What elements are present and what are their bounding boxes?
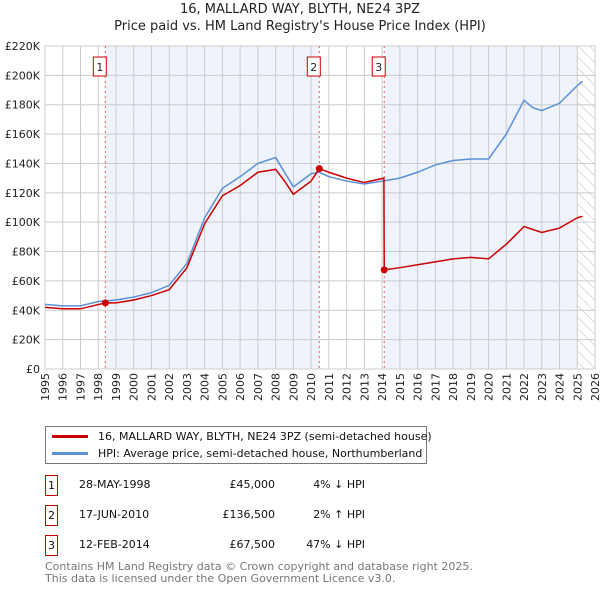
chart-subtitle: Price paid vs. HM Land Registry's House … — [114, 19, 486, 34]
x-tick-label: 2010 — [305, 373, 318, 401]
red-line-swatch — [52, 434, 88, 438]
x-tick-label: 2019 — [465, 373, 478, 401]
x-tick-label: 2024 — [554, 373, 567, 401]
shaded-region — [384, 46, 578, 369]
x-tick-label: 2006 — [234, 373, 247, 401]
x-tick-label: 2023 — [536, 373, 549, 401]
footer-line: This data is licensed under the Open Gov… — [45, 572, 396, 585]
x-tick-label: 1999 — [110, 373, 123, 401]
marker-badge — [371, 56, 386, 77]
y-tick-label: £140K — [5, 157, 41, 170]
y-tick-label: £40K — [12, 304, 41, 317]
marker-badge — [306, 56, 321, 77]
x-tick-label: 2022 — [518, 373, 531, 401]
transaction-price: £136,500 — [222, 508, 276, 521]
shaded-region — [105, 46, 320, 369]
y-tick-label: £0 — [26, 363, 40, 376]
transaction-date: 28-MAY-1998 — [79, 478, 151, 491]
chart-title: 16, MALLARD WAY, BLYTH, NE24 3PZ — [180, 2, 420, 17]
y-tick-label: £20K — [12, 334, 41, 347]
x-tick-label: 2020 — [483, 373, 496, 401]
marker-badge — [92, 56, 107, 77]
legend-item-price: 16, MALLARD WAY, BLYTH, NE24 3PZ (semi-d… — [52, 428, 432, 444]
legend: 16, MALLARD WAY, BLYTH, NE24 3PZ (semi-d… — [45, 426, 432, 464]
x-tick-label: 2013 — [358, 373, 371, 401]
transaction-price: £67,500 — [229, 538, 276, 551]
x-tick-label: 2018 — [447, 373, 460, 401]
x-tick-label: 2017 — [429, 373, 442, 401]
x-tick-label: 2002 — [163, 373, 176, 401]
x-tick-label: 2015 — [394, 373, 407, 401]
x-tick-label: 2014 — [376, 373, 389, 401]
x-tick-label: 2001 — [145, 373, 158, 401]
y-tick-label: £100K — [5, 216, 41, 229]
y-tick-label: £200K — [5, 69, 41, 82]
x-tick-label: 2004 — [199, 373, 212, 401]
transaction-row: 1 28-MAY-1998 £45,000 4% ↓ HPI — [45, 475, 385, 496]
transaction-row: 3 12-FEB-2014 £67,500 47% ↓ HPI — [45, 535, 385, 556]
footer-line: Contains HM Land Registry data © Crown c… — [45, 560, 473, 573]
y-tick-label: £120K — [5, 187, 41, 200]
sale-point — [315, 165, 323, 173]
y-tick-label: £60K — [12, 275, 41, 288]
y-tick-label: £220K — [5, 40, 41, 53]
x-tick-label: 1998 — [92, 373, 105, 401]
transaction-row: 2 17-JUN-2010 £136,500 2% ↑ HPI — [45, 505, 385, 526]
y-tick-label: £180K — [5, 99, 41, 112]
x-tick-label: 1996 — [57, 373, 70, 401]
price-paid-line — [44, 167, 583, 310]
marker-label: 1 — [96, 61, 103, 74]
transaction-date: 17-JUN-2010 — [79, 508, 150, 521]
footer: Contains HM Land Registry data © Crown c… — [45, 561, 473, 585]
forecast-hatch — [577, 46, 595, 369]
sale-point — [101, 299, 109, 307]
sale-point — [380, 266, 388, 274]
x-tick-label: 2005 — [216, 373, 229, 401]
transaction-number-badge: 1 — [45, 475, 58, 496]
x-tick-label: 2009 — [287, 373, 300, 401]
marker-label: 3 — [375, 61, 382, 74]
transaction-price: £45,000 — [229, 478, 276, 491]
x-tick-label: 2012 — [341, 373, 354, 401]
plot-frame — [44, 45, 596, 370]
transaction-hpi-diff: 4% ↓ HPI — [313, 478, 365, 491]
transaction-date: 12-FEB-2014 — [79, 538, 150, 551]
x-tick-label: 1995 — [39, 373, 52, 401]
chart-svg: 1995 1996 1997 1998 1999 2000 2001 2002 2003 2004… — [5, 40, 600, 401]
transaction-number-badge: 3 — [45, 535, 58, 556]
marker-label: 2 — [310, 61, 317, 74]
transaction-hpi-diff: 2% ↑ HPI — [313, 508, 365, 521]
transaction-hpi-diff: 47% ↓ HPI — [306, 538, 365, 551]
blue-line-swatch — [52, 451, 88, 455]
x-tick-label: 2021 — [500, 373, 513, 401]
legend-label: HPI: Average price, semi-detached house,… — [98, 446, 423, 460]
x-tick-label: 2007 — [252, 373, 265, 401]
x-tick-label: 2025 — [571, 373, 584, 401]
legend-item-hpi: HPI: Average price, semi-detached house,… — [52, 445, 422, 461]
hpi-line — [44, 80, 584, 307]
x-tick-label: 2016 — [412, 373, 425, 401]
transaction-number-badge: 2 — [45, 505, 58, 526]
legend-label: 16, MALLARD WAY, BLYTH, NE24 3PZ (semi-d… — [98, 429, 432, 443]
y-tick-label: £160K — [5, 128, 41, 141]
y-tick-label: £80K — [12, 246, 41, 259]
x-tick-label: 2000 — [128, 373, 141, 401]
x-tick-label: 2008 — [270, 373, 283, 401]
x-tick-label: 2011 — [323, 373, 336, 401]
x-tick-label: 2026 — [589, 373, 600, 401]
x-tick-label: 2003 — [181, 373, 194, 401]
x-tick-label: 1997 — [74, 373, 87, 401]
